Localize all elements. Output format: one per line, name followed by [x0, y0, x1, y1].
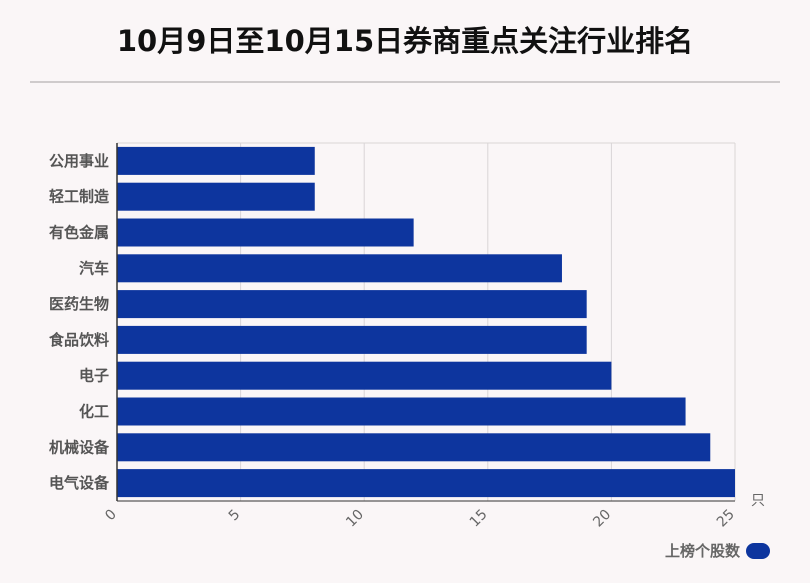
category-label: 电子	[79, 367, 109, 385]
category-label: 医药生物	[49, 295, 109, 313]
bar	[117, 397, 686, 426]
x-tick-label: 0	[102, 507, 120, 525]
legend-label: 上榜个股数	[664, 542, 740, 560]
category-label: 机械设备	[49, 438, 110, 456]
chart-title: 10月9日至10月15日券商重点关注行业排名	[116, 24, 694, 58]
title-divider	[30, 81, 780, 83]
category-label: 汽车	[79, 259, 109, 277]
bar	[117, 218, 414, 247]
category-label: 有色金属	[49, 224, 109, 242]
category-label: 食品饮料	[49, 331, 109, 349]
bar	[117, 325, 587, 354]
bar	[117, 433, 711, 462]
bar	[117, 182, 315, 211]
x-tick-label: 20	[590, 507, 614, 531]
x-tick-label: 10	[343, 507, 367, 531]
category-label: 电气设备	[49, 474, 110, 492]
bar	[117, 361, 612, 390]
category-label: 化工	[79, 403, 109, 421]
legend-swatch	[746, 542, 770, 559]
bar	[117, 146, 315, 175]
x-tick-label: 15	[467, 507, 491, 531]
bar	[117, 254, 562, 283]
category-label: 轻工制造	[49, 188, 109, 206]
x-tick-label: 5	[226, 507, 244, 525]
category-label: 公用事业	[49, 152, 109, 170]
bar	[117, 469, 735, 498]
x-tick-label: 25	[714, 507, 738, 531]
x-unit-label: 只	[751, 493, 765, 509]
bar	[117, 290, 587, 319]
legend[interactable]: 上榜个股数	[665, 540, 770, 561]
